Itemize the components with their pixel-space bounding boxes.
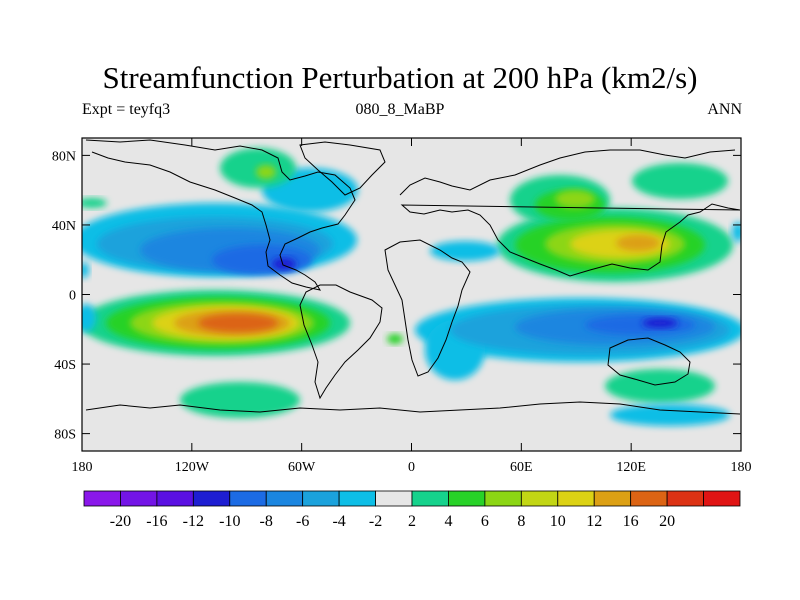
- contour-fill: [272, 258, 296, 270]
- case-label: 080_8_MaBP: [355, 101, 445, 118]
- colorbar-swatch: [484, 490, 522, 507]
- colorbar-swatch: [83, 490, 121, 507]
- x-tick-label: 120W: [175, 460, 210, 475]
- contour-fill: [555, 190, 595, 208]
- x-tick-label: 180: [72, 460, 93, 475]
- coastlines: [85, 139, 741, 415]
- contour-fill: [82, 262, 89, 278]
- colorbar-label: -16: [146, 513, 167, 530]
- colorbar-swatch: [520, 490, 559, 507]
- colorbar-label: 2: [408, 513, 416, 530]
- colorbar-label: 4: [444, 513, 452, 530]
- y-tick-label: 40S: [54, 358, 76, 373]
- contour-fill: [605, 369, 715, 403]
- colorbar-swatch: [375, 490, 413, 507]
- contour-fill: [632, 163, 728, 199]
- band-positive-asia: [497, 175, 733, 282]
- colorbar-label: -4: [332, 513, 345, 530]
- experiment-label: Expt = teyfq3: [82, 101, 171, 118]
- colorbar-swatch: [411, 490, 449, 507]
- x-tick-label: 60W: [288, 460, 316, 475]
- contour-fill: [732, 222, 741, 242]
- y-tick-label: 40N: [52, 219, 76, 234]
- colorbar-swatch: [703, 490, 741, 507]
- x-tick-label: 0: [408, 460, 415, 475]
- y-axis: 80N 40N 0 40S 80S: [52, 149, 741, 443]
- colorbar-swatch: [120, 490, 158, 507]
- y-tick-label: 80N: [52, 149, 76, 164]
- colorbar-label: 12: [586, 513, 602, 530]
- x-tick-label: 120E: [616, 460, 646, 475]
- colorbar-label: -10: [219, 513, 240, 530]
- small-lobes: [82, 148, 741, 426]
- colorbar-swatch: [448, 490, 486, 507]
- coastline-australia: [607, 337, 691, 386]
- contour-fill: [387, 334, 403, 344]
- colorbar-swatch: [557, 490, 595, 507]
- x-axis: 180 120W 60W 0 60E 120E 180: [72, 138, 752, 475]
- colorbar-label: 20: [659, 513, 675, 530]
- band-negative-indian-australia: [415, 298, 741, 380]
- y-tick-label: 0: [69, 289, 76, 304]
- contour-fill: [82, 304, 96, 332]
- colorbar-swatch: [265, 490, 304, 507]
- coastline-south-america: [299, 284, 383, 400]
- coastline-antarctica: [85, 401, 741, 415]
- contour-fill: [82, 198, 107, 208]
- colorbar-swatch: [192, 490, 231, 507]
- contour-fill: [642, 318, 678, 328]
- colorbar-swatch: [593, 490, 632, 507]
- contour-fill: [256, 165, 276, 179]
- chart-title: Streamfunction Perturbation at 200 hPa (…: [102, 60, 698, 95]
- colorbar-swatch: [229, 490, 267, 507]
- band-positive-south-pacific: [82, 290, 350, 356]
- coastline-eurasia: [399, 149, 741, 277]
- contour-fill: [430, 241, 500, 261]
- colorbar-label: -8: [260, 513, 273, 530]
- contour-fill: [198, 314, 278, 332]
- coastline-greenland: [299, 141, 386, 196]
- band-negative-north-atlantic: [82, 168, 358, 277]
- colorbar-swatch: [338, 490, 376, 507]
- colorbar-label: 8: [517, 513, 525, 530]
- colorbar-swatch: [156, 490, 194, 507]
- contour-fills: [82, 148, 741, 426]
- colorbar-label: 10: [550, 513, 566, 530]
- colorbar: -20 -16 -12 -10 -8 -6 -4 -2 2 4 6 8 10 12 16 20: [83, 490, 741, 530]
- colorbar-label: -12: [183, 513, 204, 530]
- colorbar-label: -2: [369, 513, 382, 530]
- contour-fill: [180, 382, 300, 418]
- colorbar-label: 6: [481, 513, 489, 530]
- coastline-africa: [384, 239, 471, 377]
- contour-fill: [610, 404, 730, 426]
- colorbar-swatch: [630, 490, 668, 507]
- contour-fill: [585, 315, 695, 335]
- x-tick-label: 180: [731, 460, 752, 475]
- season-label: ANN: [707, 101, 742, 118]
- x-tick-label: 60E: [510, 460, 533, 475]
- colorbar-label: 16: [623, 513, 639, 530]
- y-tick-label: 80S: [54, 428, 76, 443]
- colorbar-label: -20: [110, 513, 131, 530]
- coastline-north-america: [85, 139, 356, 291]
- colorbar-swatch: [666, 490, 704, 507]
- colorbar-swatch: [302, 490, 340, 507]
- contour-fill: [616, 235, 660, 251]
- colorbar-label: -6: [296, 513, 309, 530]
